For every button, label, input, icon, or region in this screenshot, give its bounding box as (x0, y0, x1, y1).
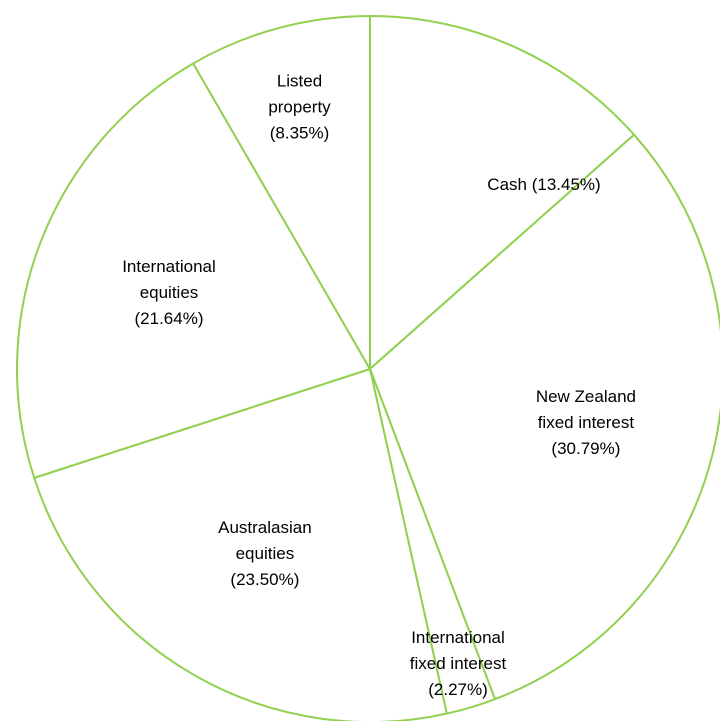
slice-label-line: International (411, 628, 505, 647)
slice-label-line: Cash (13.45%) (487, 175, 600, 194)
slice-label-line: (2.27%) (428, 680, 488, 699)
slice-label: Australasian equities (23.50%) (218, 518, 312, 589)
pie-slice (369, 15, 636, 370)
slice-label-line: Australasian (218, 518, 312, 537)
slice-label-line: (23.50%) (230, 570, 299, 589)
slice-label: New Zealand fixed interest (30.79%) (536, 387, 636, 458)
slice-label-line: New Zealand (536, 387, 636, 406)
slice-label-line: Listed (277, 72, 322, 91)
slice-label-line: (30.79%) (551, 439, 620, 458)
slice-label: Cash (13.45%) (487, 175, 600, 194)
slice-label-line: fixed interest (538, 413, 635, 432)
slice-label-line: equities (140, 283, 199, 302)
pie-slice (369, 133, 720, 701)
slice-label-line: (21.64%) (135, 309, 204, 328)
slice-label: International fixed interest (2.27%) (410, 628, 507, 699)
slice-label-line: (8.35%) (270, 124, 330, 143)
pie-slice (16, 62, 371, 479)
slice-label-line: property (268, 98, 331, 117)
slice-label: Listed property (8.35%) (268, 72, 331, 143)
slice-label-line: fixed interest (410, 654, 507, 673)
slice-label-line: International (122, 257, 216, 276)
pie-slice (33, 368, 448, 721)
pie-slice (192, 15, 371, 370)
slice-label: International equities (21.64%) (122, 257, 216, 328)
slice-label-line: equities (236, 544, 295, 563)
slice-labels: Cash (13.45%) New Zealand fixed interest (3… (122, 72, 636, 700)
pie-slices (16, 15, 720, 721)
